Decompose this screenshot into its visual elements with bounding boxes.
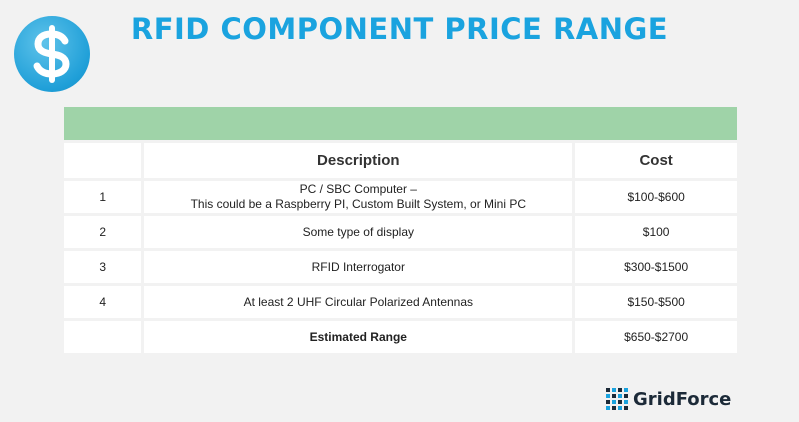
table-row: 2 Some type of display $100 bbox=[64, 216, 737, 248]
table-total-row: Estimated Range $650-$2700 bbox=[64, 321, 737, 353]
row-description-line: This could be a Raspberry PI, Custom Bui… bbox=[190, 197, 527, 211]
row-description: At least 2 UHF Circular Polarized Antenn… bbox=[144, 286, 573, 318]
row-description-line: PC / SBC Computer – bbox=[299, 182, 417, 196]
row-cost: $150-$500 bbox=[575, 286, 737, 318]
table-row: 1 PC / SBC Computer – This could be a Ra… bbox=[64, 181, 737, 213]
total-number-cell bbox=[64, 321, 142, 353]
dollar-icon bbox=[14, 16, 90, 92]
column-header-number bbox=[64, 143, 142, 178]
price-table: Description Cost 1 PC / SBC Computer – T… bbox=[64, 107, 737, 356]
table-header-row: Description Cost bbox=[64, 143, 737, 178]
table-row: 3 RFID Interrogator $300-$1500 bbox=[64, 251, 737, 283]
row-description: PC / SBC Computer – This could be a Rasp… bbox=[144, 181, 573, 213]
row-cost: $100-$600 bbox=[575, 181, 737, 213]
column-header-description: Description bbox=[144, 143, 573, 178]
row-cost: $300-$1500 bbox=[575, 251, 737, 283]
row-number: 1 bbox=[64, 181, 142, 213]
column-header-cost: Cost bbox=[575, 143, 737, 178]
table-row: 4 At least 2 UHF Circular Polarized Ante… bbox=[64, 286, 737, 318]
row-description: Some type of display bbox=[144, 216, 573, 248]
grid-logo-icon bbox=[606, 388, 628, 410]
page-title: RFID COMPONENT PRICE RANGE bbox=[130, 12, 669, 46]
total-cost: $650-$2700 bbox=[575, 321, 737, 353]
row-cost: $100 bbox=[575, 216, 737, 248]
brand-logo: GridForce bbox=[606, 388, 731, 410]
brand-name: GridForce bbox=[633, 388, 732, 410]
row-number: 4 bbox=[64, 286, 142, 318]
table-header-band bbox=[64, 107, 737, 140]
row-number: 2 bbox=[64, 216, 142, 248]
total-label: Estimated Range bbox=[144, 321, 573, 353]
row-number: 3 bbox=[64, 251, 142, 283]
row-description: RFID Interrogator bbox=[144, 251, 573, 283]
